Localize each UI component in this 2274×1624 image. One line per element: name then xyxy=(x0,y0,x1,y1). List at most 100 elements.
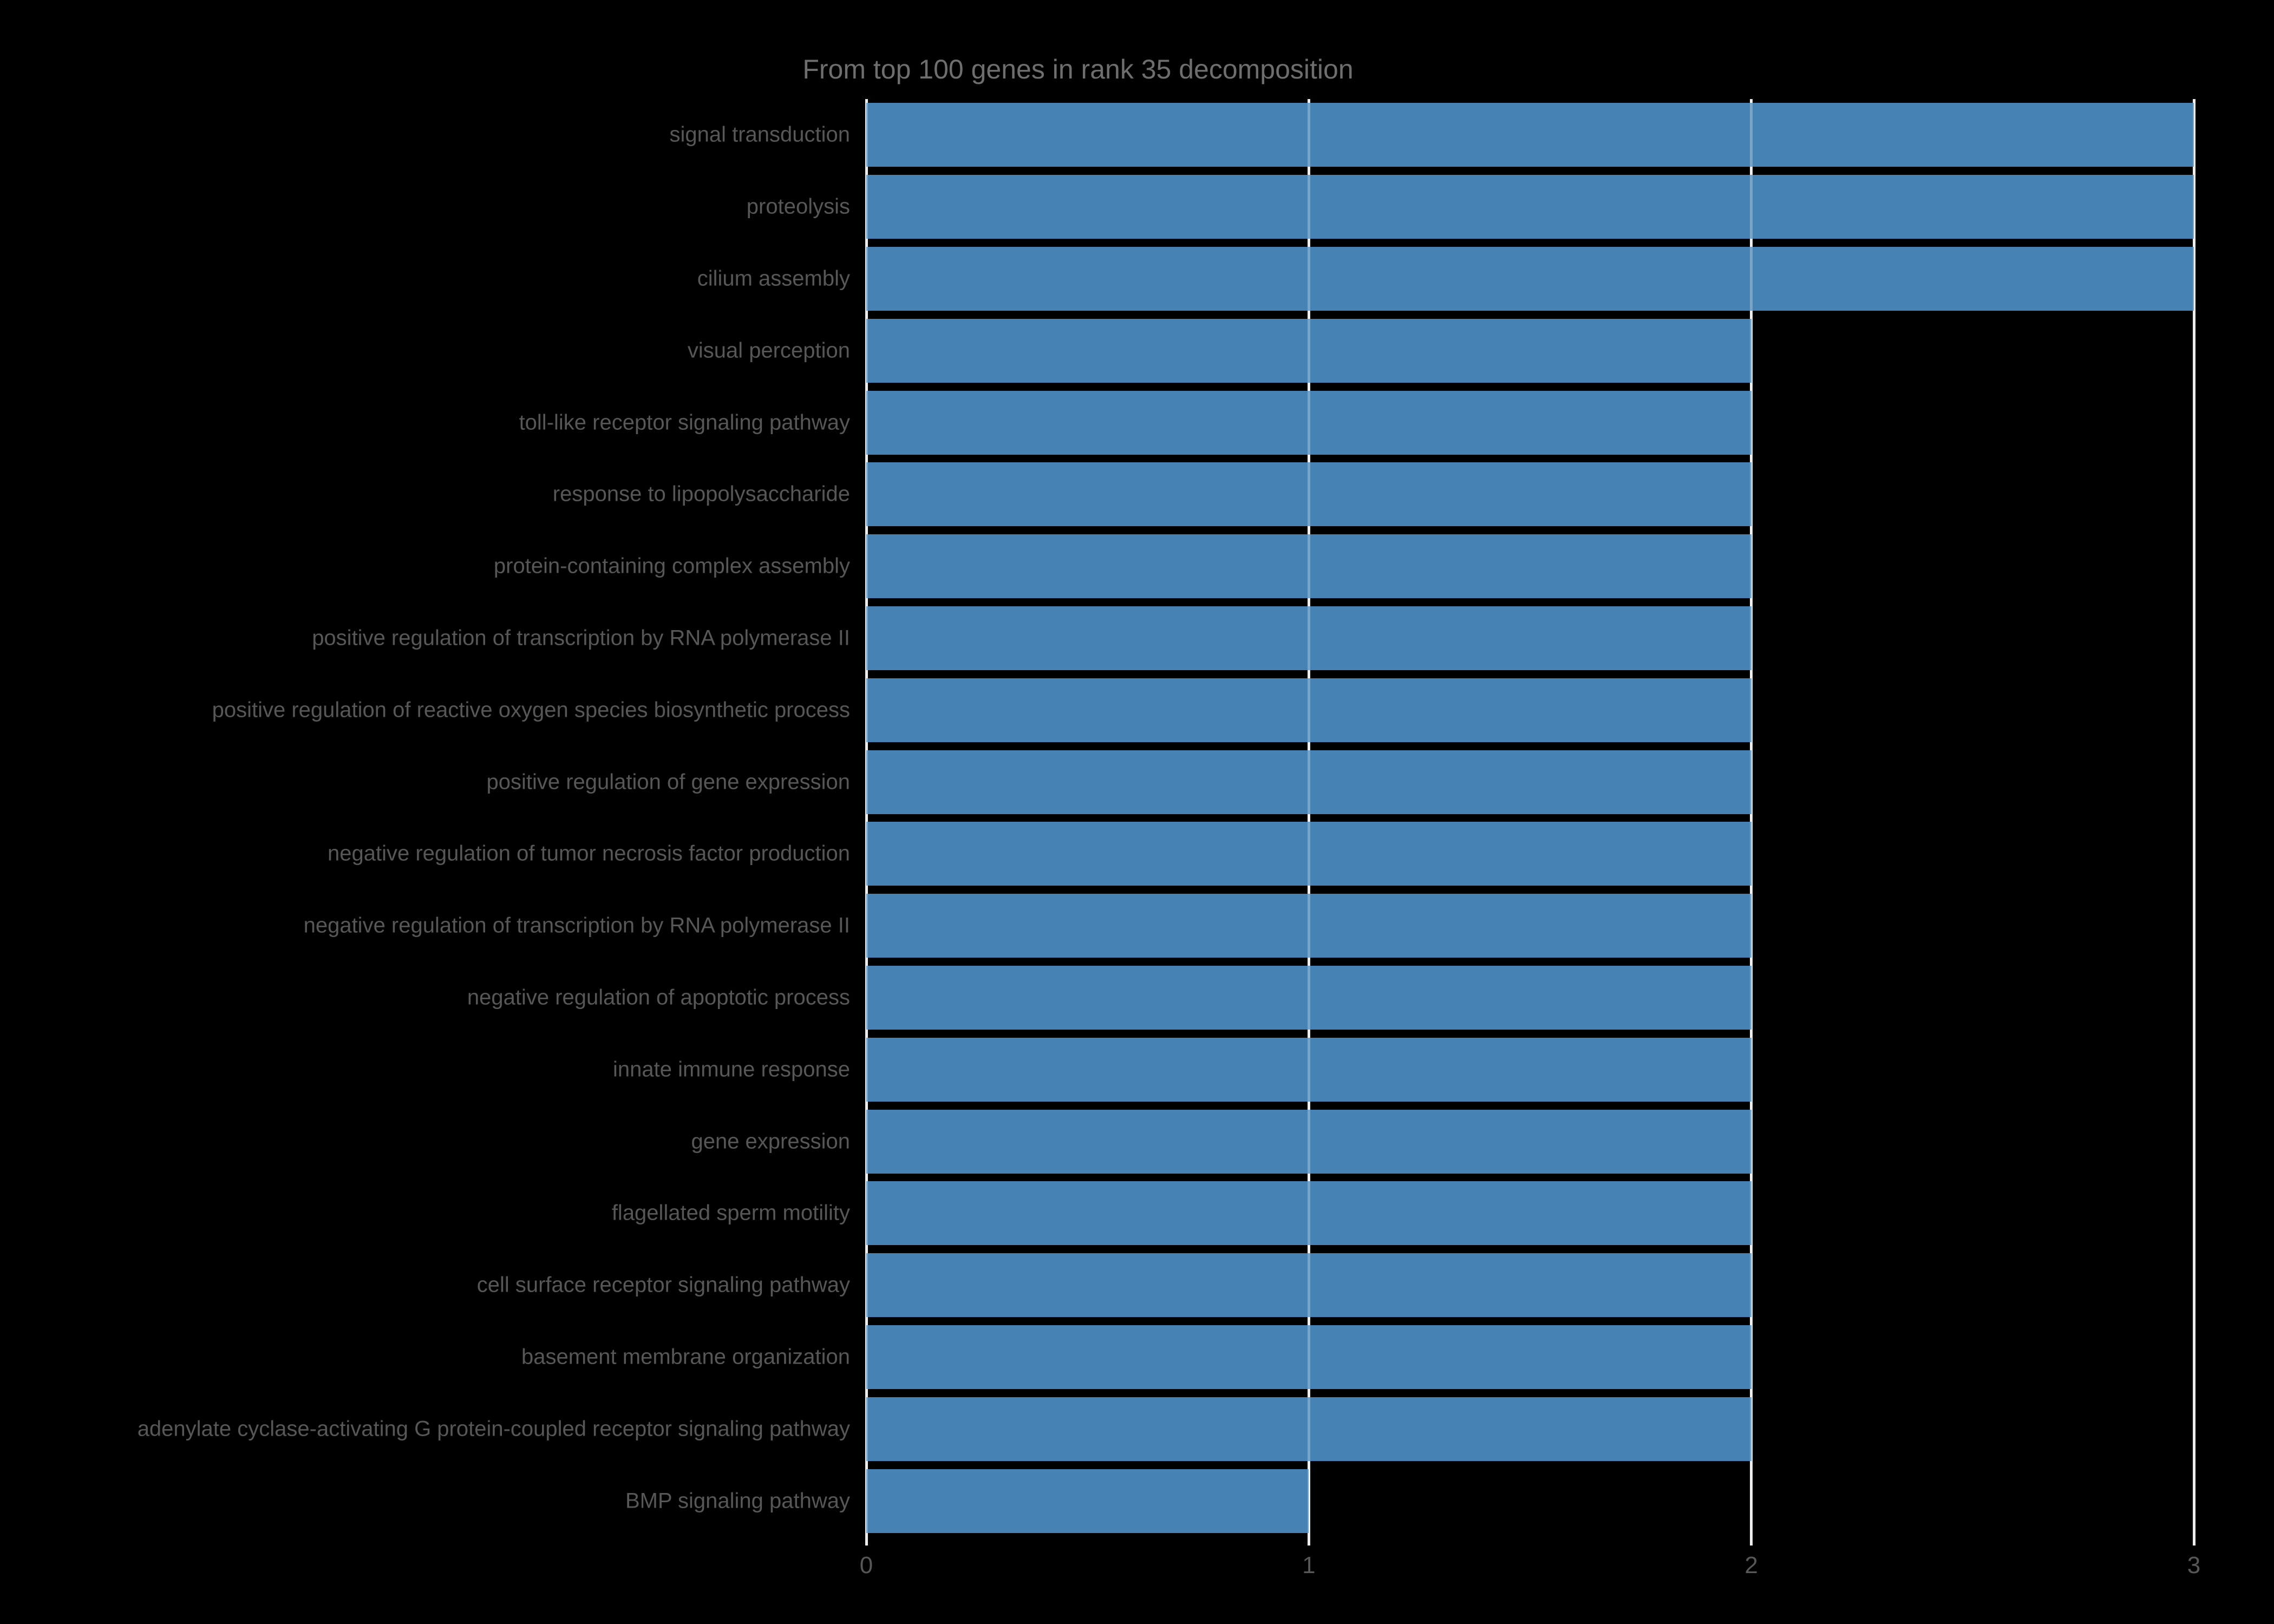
bar-gridline-stripe xyxy=(1307,462,1310,527)
bar-gridline-stripe xyxy=(866,175,868,239)
bar xyxy=(866,534,1752,599)
y-axis-label: positive regulation of reactive oxygen s… xyxy=(212,698,850,722)
bar-gridline-stripe xyxy=(1307,1109,1310,1174)
y-axis-label: gene expression xyxy=(691,1129,850,1154)
bar-gridline-stripe xyxy=(866,894,868,958)
bar xyxy=(866,1325,1752,1389)
bar-gridline-stripe xyxy=(866,1109,868,1174)
gridline xyxy=(1750,99,1753,1546)
bar-gridline-stripe xyxy=(1750,966,1752,1030)
bar xyxy=(866,1469,1309,1533)
bar-gridline-stripe xyxy=(1750,1253,1752,1318)
bar-gridline-stripe xyxy=(866,822,868,886)
bar-gridline-stripe xyxy=(866,966,868,1030)
y-axis-label: negative regulation of transcription by … xyxy=(303,913,850,938)
bar-gridline-stripe xyxy=(866,462,868,527)
bar-gridline-stripe xyxy=(1307,175,1310,239)
y-axis-label: basement membrane organization xyxy=(521,1345,850,1369)
bar-gridline-stripe xyxy=(1307,678,1310,742)
y-axis-label: innate immune response xyxy=(612,1057,850,1082)
bar-gridline-stripe xyxy=(1750,606,1752,670)
bar-gridline-stripe xyxy=(1750,318,1752,383)
bar xyxy=(866,894,1752,958)
y-axis-label: visual perception xyxy=(687,338,850,363)
bar xyxy=(866,175,2194,239)
bar-gridline-stripe xyxy=(1750,175,1753,239)
bar-gridline-stripe xyxy=(866,1397,868,1461)
gridline xyxy=(2192,99,2195,1546)
bar-gridline-stripe xyxy=(866,750,868,814)
y-axis-label: negative regulation of apoptotic process xyxy=(467,985,850,1010)
y-axis-label: toll-like receptor signaling pathway xyxy=(519,410,850,435)
bar-gridline-stripe xyxy=(1750,462,1752,527)
bar-gridline-stripe xyxy=(1307,966,1310,1030)
bar xyxy=(866,1397,1752,1461)
bar-gridline-stripe xyxy=(1307,1181,1310,1246)
bar xyxy=(866,822,1752,886)
y-axis-label: flagellated sperm motility xyxy=(611,1201,850,1225)
y-axis-label: proteolysis xyxy=(746,194,850,219)
y-axis-label: protein-containing complex assembly xyxy=(493,554,850,578)
bar-gridline-stripe xyxy=(866,390,868,455)
y-axis-label: cell surface receptor signaling pathway xyxy=(476,1273,850,1297)
bar-gridline-stripe xyxy=(1750,1325,1752,1389)
bar-gridline-stripe xyxy=(1307,750,1310,814)
x-tick-label: 2 xyxy=(1744,1552,1758,1579)
y-axis-label: signal transduction xyxy=(669,122,850,147)
bar-gridline-stripe xyxy=(1750,822,1752,886)
bar-gridline-stripe xyxy=(1307,247,1310,311)
bar-gridline-stripe xyxy=(866,534,868,599)
bar-gridline-stripe xyxy=(1750,678,1752,742)
bar-gridline-stripe xyxy=(866,103,868,167)
bar-gridline-stripe xyxy=(866,1037,868,1102)
x-tick-label: 0 xyxy=(859,1552,873,1579)
y-axis-label: negative regulation of tumor necrosis fa… xyxy=(328,841,850,866)
bar-gridline-stripe xyxy=(1750,750,1752,814)
y-axis-label: response to lipopolysaccharide xyxy=(552,482,850,506)
bar-gridline-stripe xyxy=(866,1469,868,1533)
bar-gridline-stripe xyxy=(866,678,868,742)
bar-gridline-stripe xyxy=(1307,534,1310,599)
bar-gridline-stripe xyxy=(2192,103,2194,167)
y-axis-label: BMP signaling pathway xyxy=(625,1489,850,1513)
y-axis-label: adenylate cyclase-activating G protein-c… xyxy=(137,1417,850,1441)
y-axis-label: positive regulation of gene expression xyxy=(486,770,850,794)
bar xyxy=(866,462,1752,527)
bar-gridline-stripe xyxy=(1750,1109,1752,1174)
bar-gridline-stripe xyxy=(1750,103,1753,167)
bar-gridline-stripe xyxy=(1307,894,1310,958)
bar-gridline-stripe xyxy=(2192,247,2194,311)
bar-gridline-stripe xyxy=(1307,1469,1309,1533)
bar-gridline-stripe xyxy=(1307,390,1310,455)
x-tick-label: 3 xyxy=(2187,1552,2201,1579)
bar-gridline-stripe xyxy=(1307,606,1310,670)
bar xyxy=(866,606,1752,670)
bar-gridline-stripe xyxy=(1307,1037,1310,1102)
bar xyxy=(866,390,1752,455)
y-axis-label: cilium assembly xyxy=(697,266,850,291)
bar xyxy=(866,1109,1752,1174)
bar xyxy=(866,1037,1752,1102)
bar-gridline-stripe xyxy=(1750,1037,1752,1102)
plot-area xyxy=(865,99,2195,1546)
chart-title: From top 100 genes in rank 35 decomposit… xyxy=(802,54,1354,84)
bar-gridline-stripe xyxy=(1307,1397,1310,1461)
bar-gridline-stripe xyxy=(1750,894,1752,958)
bar-gridline-stripe xyxy=(1750,390,1752,455)
bar xyxy=(866,678,1752,742)
bar-gridline-stripe xyxy=(1307,103,1310,167)
bar-gridline-stripe xyxy=(1307,822,1310,886)
bar-gridline-stripe xyxy=(1750,534,1752,599)
bar-gridline-stripe xyxy=(1307,318,1310,383)
bar xyxy=(866,103,2194,167)
bar-gridline-stripe xyxy=(1750,1397,1752,1461)
bar xyxy=(866,1181,1752,1246)
bar xyxy=(866,318,1752,383)
bar-gridline-stripe xyxy=(866,318,868,383)
bar xyxy=(866,966,1752,1030)
bar-gridline-stripe xyxy=(1307,1325,1310,1389)
bar-gridline-stripe xyxy=(866,1181,868,1246)
bar xyxy=(866,247,2194,311)
bar xyxy=(866,750,1752,814)
